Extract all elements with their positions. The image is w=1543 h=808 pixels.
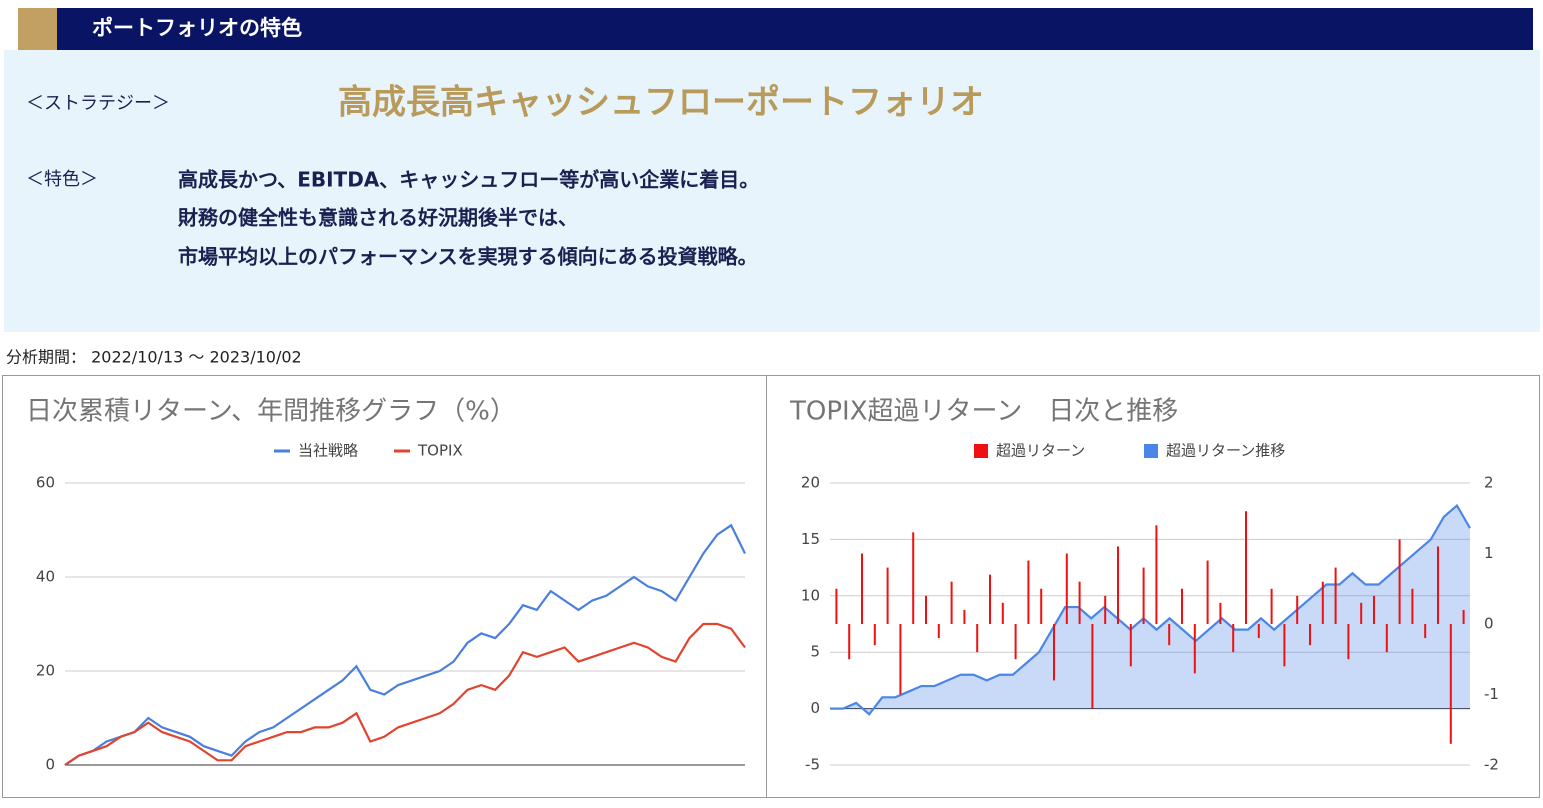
bar xyxy=(1385,624,1388,653)
legend-label: TOPIX xyxy=(417,442,463,460)
bar xyxy=(1283,624,1286,667)
bar xyxy=(1257,624,1260,639)
area-line xyxy=(830,503,1471,716)
bar xyxy=(950,581,953,624)
bar xyxy=(1091,624,1094,709)
bar xyxy=(937,624,940,639)
chart-title: TOPIX超過リターン 日次と推移 xyxy=(789,397,1178,427)
bar xyxy=(1040,588,1043,624)
y-tick-label: 60 xyxy=(36,474,55,492)
legend-swatch xyxy=(1144,444,1158,458)
bar xyxy=(1309,624,1311,646)
bar xyxy=(1027,560,1030,624)
bar xyxy=(1411,588,1414,624)
bar xyxy=(835,588,838,624)
y2-tick-label: -1 xyxy=(1484,685,1499,703)
y-tick-label: 10 xyxy=(801,586,820,604)
bar xyxy=(1270,588,1273,624)
bar xyxy=(976,624,979,653)
bar xyxy=(925,595,927,624)
features-label: ＜特色＞ xyxy=(26,169,98,190)
bar xyxy=(1078,581,1081,624)
y-tick-label: 0 xyxy=(45,756,55,774)
feature-line: 高成長かつ、EBITDA、キャッシュフロー等が高い企業に着目。 xyxy=(178,168,759,192)
feature-line: 市場平均以上のパフォーマンスを実現する傾向にある投資戦略。 xyxy=(178,245,758,269)
bar xyxy=(963,609,966,624)
y2-tick-label: 1 xyxy=(1484,544,1494,562)
bar xyxy=(1398,539,1401,624)
bar xyxy=(873,624,876,646)
legend-label: 超過リターン xyxy=(996,442,1085,460)
y-tick-label: 0 xyxy=(810,699,820,717)
period: 分析期間： 2022/10/13 ～ 2023/10/02 xyxy=(6,348,302,367)
bar xyxy=(1155,525,1158,624)
bar xyxy=(1245,511,1247,624)
bar xyxy=(1360,602,1363,624)
legend-swatch xyxy=(974,444,988,458)
strategy-name: 高成長高キャッシュフローポートフォリオ xyxy=(338,83,984,123)
bar xyxy=(1462,609,1465,624)
y-tick-label: 15 xyxy=(801,530,820,548)
bar xyxy=(1321,581,1324,624)
bar xyxy=(1065,553,1068,624)
y2-tick-label: -2 xyxy=(1484,756,1499,774)
bar xyxy=(1053,624,1055,681)
bar xyxy=(1014,624,1017,660)
chart-frame xyxy=(2,375,767,798)
legend-label: 超過リターン推移 xyxy=(1166,442,1285,460)
bar xyxy=(989,574,991,624)
bar xyxy=(899,624,902,695)
bar xyxy=(1437,546,1439,624)
y2-tick-label: 0 xyxy=(1484,615,1494,633)
bar xyxy=(1449,624,1452,744)
bar xyxy=(1206,560,1209,624)
bar xyxy=(1142,567,1145,624)
bar xyxy=(1296,595,1299,624)
bar xyxy=(1219,602,1222,624)
gold-block xyxy=(18,8,57,50)
bar xyxy=(848,624,851,660)
bar xyxy=(1347,624,1350,660)
y-tick-label: 20 xyxy=(36,662,55,680)
bar xyxy=(1117,546,1119,624)
bar xyxy=(1168,624,1171,646)
bar xyxy=(1193,624,1196,674)
bar xyxy=(886,567,889,624)
area-fill xyxy=(830,505,1470,715)
y-tick-label: 40 xyxy=(36,568,55,586)
bar xyxy=(861,553,863,624)
bar xyxy=(1424,624,1427,639)
bar xyxy=(1373,595,1375,624)
bar xyxy=(1104,595,1107,624)
y-tick-label: -5 xyxy=(805,756,820,774)
chart-title: 日次累積リターン、年間推移グラフ（%） xyxy=(26,397,516,427)
y-tick-label: 5 xyxy=(810,643,820,661)
bar xyxy=(1001,602,1004,624)
line-series xyxy=(64,523,746,766)
bar xyxy=(1181,588,1183,624)
feature-line: 財務の健全性も意識される好況期後半では、 xyxy=(178,206,578,230)
bar xyxy=(912,532,915,624)
bar xyxy=(1129,624,1132,667)
strategy-label: ＜ストラテジー＞ xyxy=(26,93,170,114)
bar xyxy=(1334,567,1337,624)
header-bar xyxy=(57,8,1533,50)
y2-tick-label: 2 xyxy=(1484,474,1494,492)
legend-label: 当社戦略 xyxy=(298,442,358,460)
bar xyxy=(1232,624,1235,653)
y-tick-label: 20 xyxy=(801,474,820,492)
header-title: ポートフォリオの特色 xyxy=(92,16,302,40)
panel xyxy=(4,50,1540,332)
line-series xyxy=(64,622,746,766)
